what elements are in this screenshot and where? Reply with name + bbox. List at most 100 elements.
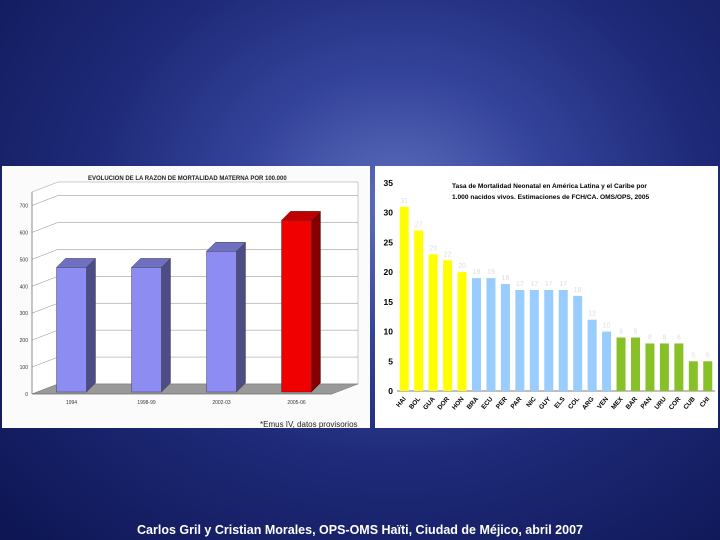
y-tick-label: 700 — [20, 203, 29, 209]
x-tick-label: CUB — [682, 396, 697, 412]
x-tick-label: BRA — [466, 396, 481, 412]
chart-title-line: Tasa de Mortalidad Neonatal en América L… — [452, 183, 647, 190]
data-label: 12 — [588, 311, 596, 318]
x-tick-label: BOL — [408, 396, 422, 411]
y-tick-label: 0 — [388, 386, 393, 396]
y-tick-label: 35 — [384, 178, 394, 188]
data-label: 17 — [545, 281, 553, 288]
x-tick-label: 1994 — [66, 400, 77, 406]
bar — [131, 267, 162, 393]
bar — [674, 343, 684, 391]
bar — [428, 254, 438, 391]
x-tick-label: CHI — [699, 396, 712, 409]
data-label: 8 — [677, 334, 681, 341]
bar — [515, 289, 525, 391]
bar-side — [86, 257, 96, 393]
gridline — [31, 195, 358, 206]
x-tick-label: ECU — [480, 396, 494, 411]
x-tick-label: NIC — [525, 396, 538, 409]
y-tick-label: 20 — [384, 267, 394, 277]
bar — [414, 230, 424, 391]
data-label: 18 — [502, 275, 510, 282]
x-tick-label: HON — [451, 396, 466, 412]
bar — [399, 206, 409, 391]
bar — [703, 361, 713, 391]
bar — [688, 361, 698, 391]
bar — [602, 331, 612, 391]
data-label: 9 — [619, 329, 623, 336]
data-label: 10 — [603, 323, 611, 330]
x-tick-label: COL — [567, 396, 581, 411]
x-tick-label: GUY — [538, 395, 553, 411]
y-tick-label: 400 — [20, 284, 29, 290]
y-tick-label: 5 — [388, 356, 393, 366]
x-tick-label: PAR — [510, 396, 524, 411]
data-label: 22 — [444, 251, 452, 258]
data-label: 17 — [559, 281, 567, 288]
gridline — [31, 249, 358, 260]
chart-title: EVOLUCION DE LA RAZON DE MORTALIDAD MATE… — [88, 176, 287, 182]
bar — [587, 319, 597, 391]
x-tick-label: 1998-99 — [137, 400, 156, 406]
y-tick-label: 15 — [384, 297, 394, 307]
data-label: 31 — [400, 198, 408, 205]
x-tick-label: URU — [654, 396, 669, 412]
y-tick-label: 25 — [384, 237, 394, 247]
bar-side — [161, 257, 171, 393]
data-label: 8 — [662, 334, 666, 341]
bar — [472, 278, 481, 391]
x-tick-label: ARG — [581, 396, 596, 412]
bar — [544, 289, 554, 391]
data-label: 19 — [473, 269, 481, 276]
maternal-mortality-chart-panel: EVOLUCION DE LA RAZON DE MORTALIDAD MATE… — [2, 166, 370, 428]
bar — [500, 284, 510, 391]
x-tick-label: COR — [668, 396, 683, 412]
chart-footnote: *Emus IV, datos provisorios — [260, 420, 358, 429]
data-label: 17 — [516, 281, 524, 288]
bar — [56, 267, 87, 393]
data-label: 20 — [458, 263, 466, 270]
x-tick-label: 2005-06 — [287, 400, 306, 406]
x-tick-label: PER — [495, 396, 509, 411]
data-label: 27 — [415, 222, 423, 229]
bar — [631, 337, 640, 391]
y-tick-label: 200 — [20, 338, 29, 344]
bar — [281, 220, 312, 393]
data-label: 19 — [487, 269, 495, 276]
data-label: 9 — [634, 329, 638, 336]
y-tick-label: 10 — [384, 327, 394, 337]
data-label: 5 — [691, 352, 695, 359]
y-tick-label: 0 — [25, 392, 28, 398]
data-label: 5 — [706, 352, 710, 359]
y-tick-label: 100 — [20, 365, 29, 371]
bar — [573, 295, 583, 391]
x-tick-label: DOR — [436, 396, 451, 412]
bar — [558, 289, 568, 391]
bar — [645, 343, 655, 391]
y-tick-label: 30 — [384, 208, 394, 218]
data-label: 17 — [530, 281, 538, 288]
y-tick-label: 500 — [20, 257, 29, 263]
maternal-mortality-chart: EVOLUCION DE LA RAZON DE MORTALIDAD MATE… — [20, 176, 359, 406]
x-tick-label: 2002-03 — [212, 400, 231, 406]
x-tick-label: MEX — [610, 395, 625, 411]
bar-side — [311, 210, 321, 393]
footer-credits: Carlos Gril y Cristian Morales, OPS-OMS … — [137, 523, 583, 537]
x-tick-label: HAI — [395, 396, 408, 409]
data-label: 8 — [648, 334, 652, 341]
y-tick-label: 600 — [20, 230, 29, 236]
bar — [457, 272, 467, 391]
bar — [529, 289, 539, 391]
chart-title-line: 1.000 nacidos vivos. Estimaciones de FCH… — [452, 194, 649, 201]
neonatal-mortality-chart-panel: Tasa de Mortalidad Neonatal en América L… — [375, 166, 718, 428]
data-label: 23 — [429, 245, 437, 252]
bar — [616, 337, 626, 391]
x-tick-label: GUA — [422, 396, 437, 412]
bar — [486, 278, 496, 391]
x-tick-label: BAR — [625, 396, 640, 412]
bar-side — [236, 241, 246, 393]
x-tick-label: VEN — [596, 396, 610, 411]
x-tick-label: PAN — [640, 396, 654, 411]
bar — [206, 251, 237, 393]
x-tick-label: ELS — [553, 395, 567, 410]
